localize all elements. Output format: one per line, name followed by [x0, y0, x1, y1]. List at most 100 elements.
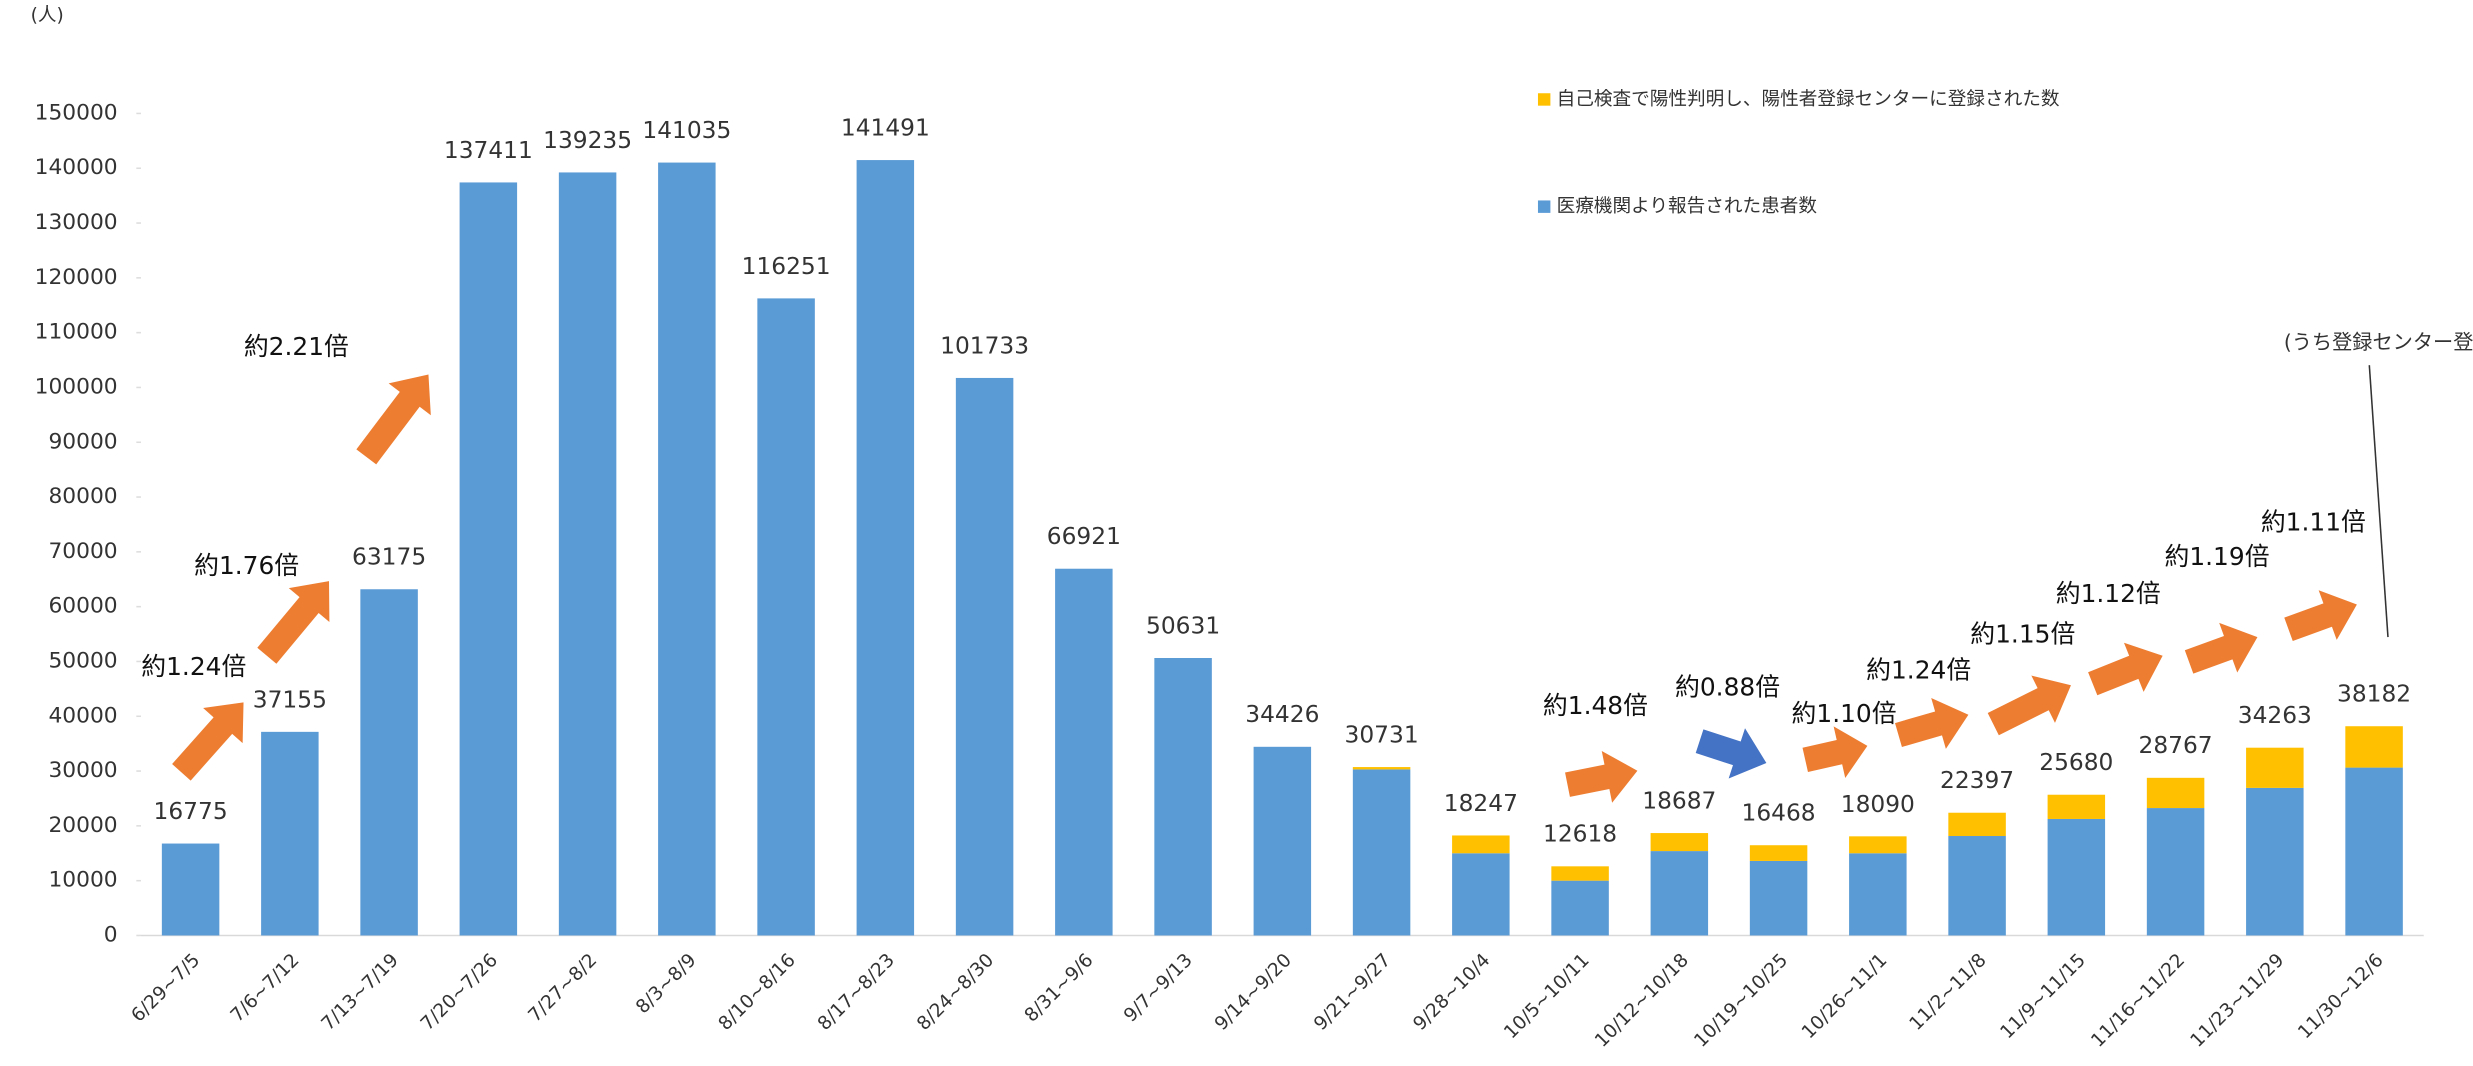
value-label: 18090	[1841, 791, 1915, 818]
bar-segment	[2146, 777, 2205, 809]
bar-segment	[1650, 833, 1709, 852]
x-label-group: 8/24~8/30	[913, 950, 998, 1035]
annotation: 約1.48倍	[1543, 691, 1648, 720]
bar-segment	[2047, 818, 2106, 936]
x-tick-label: 8/10~8/16	[715, 950, 800, 1035]
x-tick-label: 11/16~11/22	[2087, 950, 2189, 1052]
x-label-group: 10/26~11/1	[1798, 950, 1891, 1043]
x-label-group: 7/20~7/26	[417, 950, 502, 1035]
annotation: 約1.11倍	[2261, 508, 2366, 537]
value-label: 66921	[1047, 523, 1121, 550]
x-tick-label: 8/17~8/23	[814, 950, 899, 1035]
annotation: 約1.24倍	[1866, 655, 1971, 684]
bar-segment	[856, 160, 915, 936]
x-tick-label: 8/24~8/30	[913, 950, 998, 1035]
x-label-group: 9/7~9/13	[1120, 950, 1197, 1027]
legend-swatch	[1537, 200, 1551, 213]
value-label: 22397	[1940, 767, 2014, 794]
bar-segment	[1452, 835, 1510, 854]
annotation: 約1.19倍	[2164, 542, 2269, 571]
annotation: 約2.21倍	[244, 332, 349, 361]
x-label-group: 8/31~9/6	[1021, 950, 1098, 1027]
y-tick-label: 130000	[35, 210, 118, 235]
bar-segment	[1749, 860, 1808, 936]
callout-line	[2368, 365, 2389, 638]
x-label-group: 8/3~8/9	[632, 950, 700, 1018]
annotation: 約1.10倍	[1792, 699, 1897, 728]
x-tick-label: 10/12~10/18	[1591, 950, 1693, 1052]
x-label-group: 11/2~11/8	[1906, 950, 1991, 1035]
x-label-group: 6/29~7/5	[128, 950, 205, 1027]
value-label: 116251	[742, 253, 831, 280]
y-tick-label: 50000	[48, 648, 117, 673]
bar-segment	[1650, 851, 1709, 936]
bar-segment	[1253, 746, 1312, 936]
value-label: 63175	[352, 544, 426, 571]
x-label-group: 7/27~8/2	[525, 950, 602, 1027]
bar-segment	[1948, 812, 2006, 837]
bar-segment	[2246, 747, 2304, 788]
x-label-group: 11/23~11/29	[2187, 950, 2289, 1052]
value-label: 16468	[1742, 800, 1816, 827]
y-unit-label: (人)	[31, 5, 64, 26]
bar-segment	[1452, 853, 1510, 936]
x-tick-label: 11/2~11/8	[1906, 950, 1991, 1035]
bar-segment	[1849, 853, 1907, 936]
bar-segment	[1352, 767, 1411, 770]
x-label-group: 7/6~7/12	[227, 950, 304, 1027]
bar-segment	[261, 731, 319, 936]
x-label-group: 7/13~7/19	[318, 950, 403, 1035]
value-label: 12618	[1543, 821, 1617, 848]
x-tick-label: 7/6~7/12	[227, 950, 304, 1027]
value-label: 30731	[1345, 721, 1419, 748]
bar-segment	[757, 298, 815, 936]
x-tick-label: 9/14~9/20	[1211, 950, 1296, 1035]
x-label-group: 11/16~11/22	[2087, 950, 2189, 1052]
legend-swatch	[1537, 93, 1551, 106]
x-label-group: 10/5~10/11	[1500, 950, 1593, 1043]
y-tick-label: 30000	[48, 758, 117, 783]
x-tick-label: 10/19~10/25	[1690, 950, 1792, 1052]
x-tick-label: 11/30~12/6	[2294, 950, 2387, 1043]
bar-segment	[1849, 836, 1907, 854]
bar-segment	[2345, 767, 2403, 936]
arrow	[172, 702, 244, 781]
y-tick-label: 120000	[35, 265, 118, 290]
y-tick-label: 0	[104, 922, 118, 947]
x-tick-label: 7/20~7/26	[417, 950, 502, 1035]
value-label: 38182	[2337, 681, 2411, 708]
bar-segment	[1055, 568, 1113, 936]
bar-segment	[1551, 866, 1609, 881]
value-label: 37155	[253, 686, 327, 713]
arrow	[2088, 642, 2163, 696]
bar-segment	[2246, 787, 2304, 936]
arrow	[1802, 726, 1868, 778]
bar-segment	[1352, 769, 1411, 936]
y-tick-label: 70000	[48, 539, 117, 564]
value-label: 137411	[444, 137, 533, 164]
value-label: 50631	[1146, 612, 1220, 639]
y-tick-label: 80000	[48, 484, 117, 509]
bar-segment	[360, 589, 418, 936]
bar-segment	[2146, 808, 2205, 936]
bar-segment	[1948, 836, 2006, 936]
bar-segment	[161, 843, 220, 936]
legend-label: 自己検査で陽性判明し、陽性者登録センターに登録された数	[1557, 89, 2060, 110]
bar-segment	[558, 172, 617, 936]
value-label: 25680	[2039, 749, 2113, 776]
arrow	[1695, 728, 1767, 779]
arrow	[1987, 675, 2071, 736]
y-tick-label: 10000	[48, 868, 117, 893]
bar-segment	[1154, 658, 1212, 936]
y-tick-label: 40000	[48, 703, 117, 728]
value-label: 16775	[154, 798, 228, 825]
value-label: 34426	[1245, 701, 1319, 728]
x-tick-label: 7/13~7/19	[318, 950, 403, 1035]
arrow	[2284, 590, 2357, 642]
x-tick-label: 8/3~8/9	[632, 950, 700, 1018]
value-label: 141491	[841, 114, 930, 141]
y-tick-label: 150000	[35, 100, 118, 125]
y-tick-label: 110000	[35, 320, 118, 345]
x-tick-label: 7/27~8/2	[525, 950, 602, 1027]
x-tick-label: 10/5~10/11	[1500, 950, 1593, 1043]
